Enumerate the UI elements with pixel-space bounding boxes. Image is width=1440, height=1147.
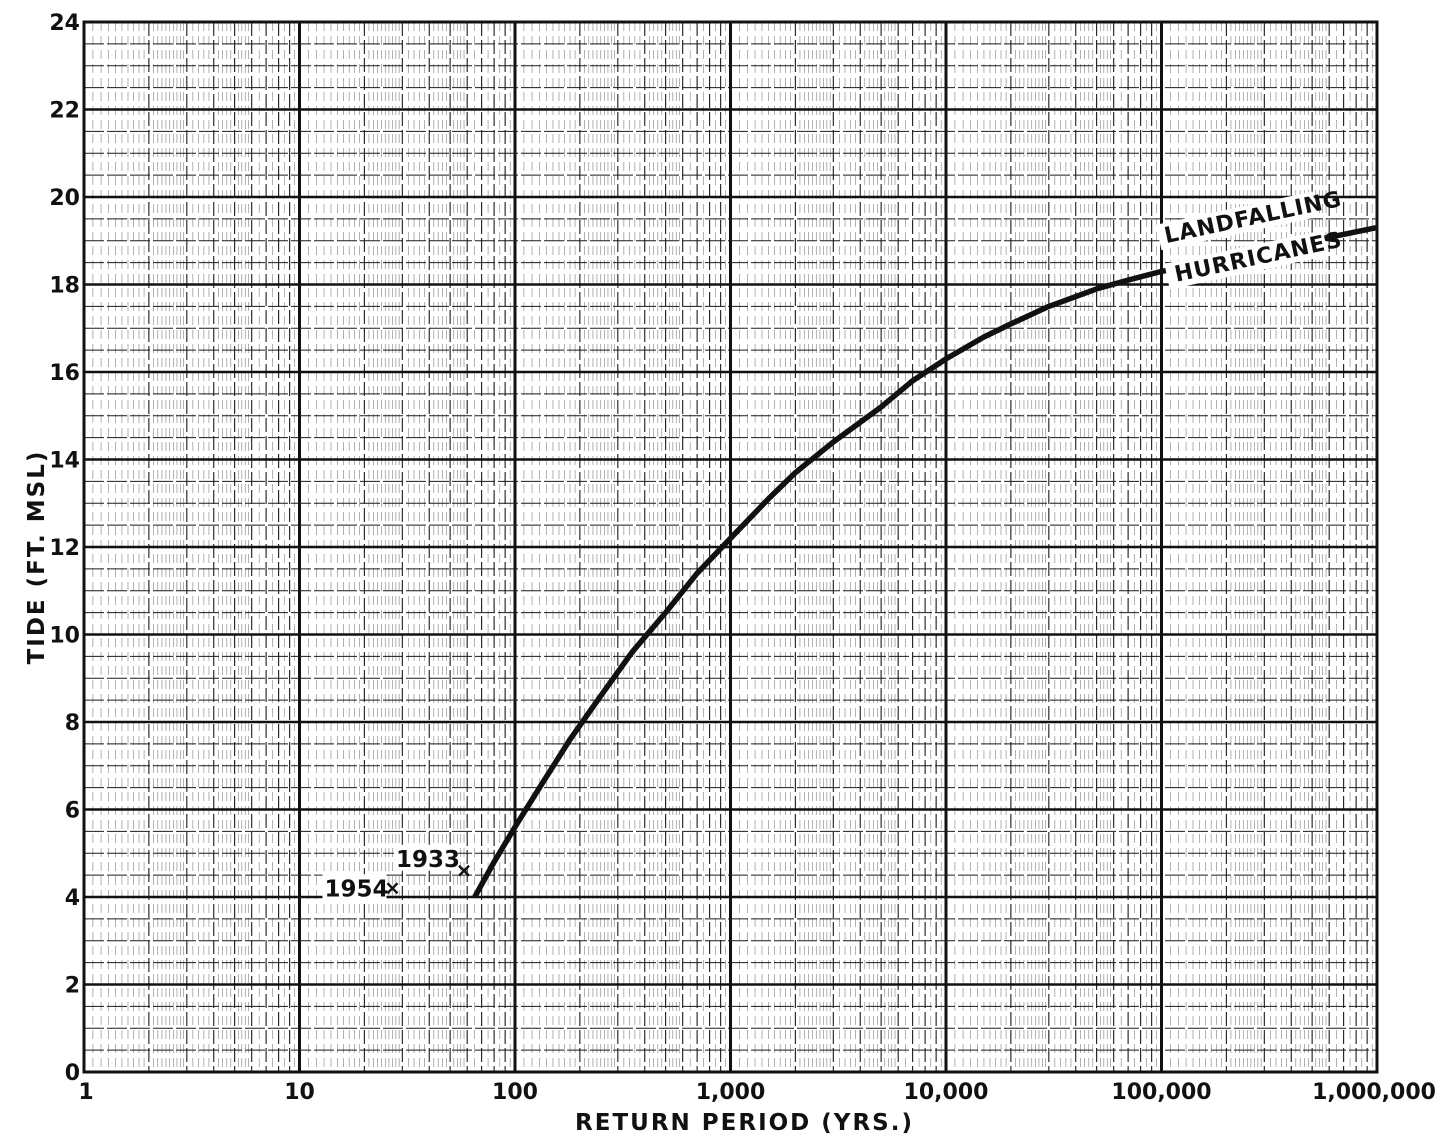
y-tick-label: 0 [65, 1061, 80, 1086]
point-marker-1954-b [386, 882, 399, 895]
point-label-1933: 1933 [396, 847, 460, 873]
series-label-bg [1164, 230, 1329, 290]
y-tick-label: 24 [49, 11, 80, 36]
x-tick-label: 100 [492, 1080, 538, 1105]
y-tick-label: 8 [65, 711, 80, 736]
y-tick-label: 10 [49, 624, 80, 649]
point-marker-1933-b [458, 864, 470, 877]
series-line-0 [472, 224, 1378, 899]
x-tick-label: 1,000,000 [1312, 1080, 1436, 1105]
x-tick-label: 100,000 [1111, 1080, 1211, 1105]
point-label-1954: 1954 [324, 876, 388, 902]
x-tick-label: 10,000 [904, 1080, 989, 1105]
grid-layer [82, 20, 1379, 1074]
y-tick-label: 22 [49, 99, 80, 124]
point-label-bg [322, 874, 387, 901]
points-layer: 1933 1954 [322, 844, 470, 902]
labels-layer: LANDFALLINGHURRICANES0246810121416182022… [24, 11, 1436, 1136]
point-label-bg [394, 844, 459, 871]
plot-border [82, 20, 1379, 1074]
plot-frame [82, 20, 1379, 1074]
y-tick-label: 16 [49, 361, 80, 386]
series-layer [472, 224, 1378, 899]
y-tick-label: 12 [49, 536, 80, 561]
y-tick-label: 4 [65, 886, 80, 911]
x-tick-label: 10 [284, 1080, 315, 1105]
y-tick-label: 14 [49, 449, 80, 474]
x-tick-label: 1 [78, 1080, 93, 1105]
y-tick-label: 6 [65, 799, 80, 824]
x-tick-label: 1,000 [696, 1080, 766, 1105]
y-axis-title: TIDE (FT. MSL) [24, 450, 50, 665]
y-tick-label: 18 [49, 274, 80, 299]
x-axis-title: RETURN PERIOD (YRS.) [575, 1110, 914, 1136]
y-tick-label: 2 [65, 974, 80, 999]
series-label-bg [1156, 191, 1318, 251]
y-tick-label: 20 [49, 186, 80, 211]
